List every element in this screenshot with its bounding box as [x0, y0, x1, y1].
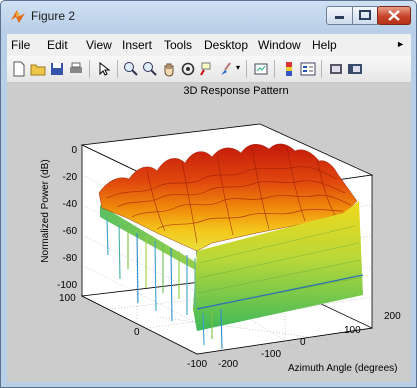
close-icon: [388, 10, 400, 21]
save-icon[interactable]: [49, 61, 65, 77]
close-button[interactable]: [377, 6, 411, 25]
colorbar-icon[interactable]: [281, 61, 297, 77]
minimize-button[interactable]: [326, 6, 353, 25]
matlab-icon: [11, 10, 25, 23]
z-tick-label: 0: [71, 145, 77, 156]
menu-file[interactable]: File: [11, 38, 31, 52]
zoom-out-icon[interactable]: [142, 61, 158, 77]
toolbar: ▾: [7, 56, 411, 83]
toolbar-separator: [89, 60, 90, 78]
brush-dropdown-icon[interactable]: ▾: [236, 63, 241, 72]
toolbar-separator: [246, 60, 247, 78]
z-tick-labels: 0 -20 -40 -60 -80 -100: [57, 145, 77, 291]
menu-insert[interactable]: Insert: [122, 38, 153, 52]
print-icon[interactable]: [68, 61, 84, 77]
menu-view[interactable]: View: [86, 38, 112, 52]
show-plot-tools-icon[interactable]: [347, 61, 363, 77]
toolbar-separator: [321, 60, 322, 78]
toolbar-separator: [274, 60, 275, 78]
rotate-3d-icon[interactable]: [180, 61, 196, 77]
response-surface: [98, 143, 364, 350]
z-tick-label: -20: [63, 172, 78, 183]
maximize-icon: [359, 10, 371, 20]
menu-desktop[interactable]: Desktop: [204, 38, 249, 52]
x-tick-label: 0: [300, 337, 306, 348]
x-tick-label: 100: [344, 325, 361, 336]
link-plot-icon[interactable]: [253, 61, 269, 77]
new-figure-icon[interactable]: [11, 61, 27, 77]
z-tick-label: -100: [57, 280, 77, 291]
z-axis-label: Normalized Power (dB): [40, 159, 51, 262]
open-file-icon[interactable]: [30, 61, 46, 77]
window-bottom-border: [7, 382, 411, 387]
y-tick-label: -100: [187, 359, 207, 370]
menu-overflow-icon[interactable]: ►: [396, 39, 405, 49]
x-tick-label: -100: [261, 349, 281, 360]
title-bar[interactable]: Figure 2: [1, 1, 416, 31]
brush-icon[interactable]: [218, 61, 234, 77]
menu-window[interactable]: Window: [258, 38, 301, 52]
legend-icon[interactable]: [300, 61, 316, 77]
window-title: Figure 2: [31, 9, 76, 23]
surface-plot[interactable]: 3D Response Pattern 0 -20 -40 -60 -80 -1…: [7, 83, 411, 382]
x-tick-label: -200: [218, 359, 238, 370]
maximize-button[interactable]: [352, 6, 378, 25]
y-tick-label: 0: [134, 327, 140, 338]
x-tick-label: 200: [384, 311, 401, 322]
z-tick-label: -40: [63, 199, 78, 210]
hide-plot-tools-icon[interactable]: [328, 61, 344, 77]
pan-icon[interactable]: [161, 61, 177, 77]
data-cursor-icon[interactable]: [199, 61, 215, 77]
z-tick-label: -60: [63, 226, 78, 237]
figure-canvas[interactable]: 3D Response Pattern 0 -20 -40 -60 -80 -1…: [7, 83, 411, 382]
y-tick-labels: 100 0 -100: [59, 293, 207, 370]
menu-help[interactable]: Help: [312, 38, 337, 52]
menu-tools[interactable]: Tools: [164, 38, 193, 52]
toolbar-separator: [117, 60, 118, 78]
y-tick-label: 100: [59, 293, 76, 304]
x-axis-label: Azimuth Angle (degrees): [288, 363, 398, 374]
menu-edit[interactable]: Edit: [47, 38, 68, 52]
edit-plot-icon[interactable]: [96, 61, 112, 77]
plot-title: 3D Response Pattern: [183, 85, 288, 97]
zoom-in-icon[interactable]: [123, 61, 139, 77]
menu-bar: File Edit View Insert Tools Desktop Wind…: [7, 34, 411, 56]
z-tick-label: -80: [63, 253, 78, 264]
minimize-icon: [335, 16, 344, 19]
x-tick-labels: -200 -100 0 100 200: [218, 311, 401, 370]
